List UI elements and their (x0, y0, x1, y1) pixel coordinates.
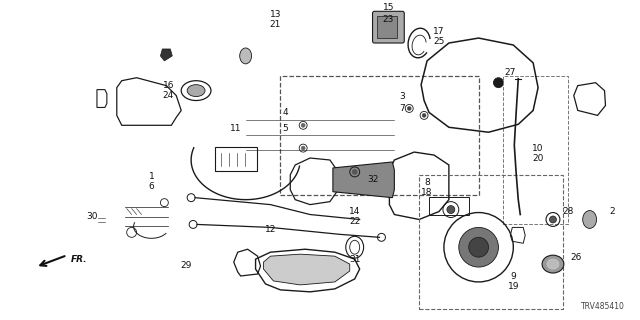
Bar (429, 197, 468, 214)
Circle shape (301, 123, 305, 127)
Text: TRV485410: TRV485410 (582, 302, 625, 311)
Text: 20: 20 (532, 154, 544, 163)
Text: 28: 28 (562, 207, 573, 216)
Text: 4: 4 (282, 108, 288, 117)
Polygon shape (333, 162, 394, 198)
Text: FR.: FR. (71, 255, 88, 264)
Text: 2: 2 (610, 207, 615, 216)
Circle shape (550, 216, 556, 223)
Text: 6: 6 (148, 182, 154, 191)
Text: 24: 24 (163, 91, 174, 100)
Text: 29: 29 (180, 260, 192, 269)
Text: 31: 31 (349, 255, 360, 264)
Bar (280, 76, 479, 195)
Text: 25: 25 (433, 36, 445, 45)
Text: 27: 27 (505, 68, 516, 77)
FancyBboxPatch shape (378, 16, 397, 38)
Text: 3: 3 (399, 92, 405, 101)
Text: 23: 23 (383, 15, 394, 24)
Text: 16: 16 (163, 81, 174, 90)
Text: 15: 15 (383, 3, 394, 12)
Text: 21: 21 (269, 20, 281, 29)
Ellipse shape (542, 255, 564, 273)
FancyBboxPatch shape (372, 11, 404, 43)
Ellipse shape (240, 48, 252, 64)
Text: 13: 13 (269, 10, 281, 19)
Text: 9: 9 (511, 272, 516, 282)
Text: 1: 1 (148, 172, 154, 181)
Circle shape (493, 78, 504, 88)
Text: 11: 11 (230, 124, 241, 133)
Polygon shape (161, 49, 172, 61)
Circle shape (447, 206, 455, 213)
Text: 5: 5 (282, 124, 288, 133)
Circle shape (422, 113, 426, 117)
Ellipse shape (547, 259, 559, 269)
Text: 22: 22 (349, 217, 360, 226)
Ellipse shape (187, 85, 205, 97)
Text: 12: 12 (265, 225, 276, 234)
Circle shape (459, 228, 499, 267)
Bar (504, 76, 568, 224)
Text: 8: 8 (424, 178, 430, 187)
Text: 26: 26 (570, 253, 582, 262)
Ellipse shape (582, 211, 596, 228)
Text: 14: 14 (349, 207, 360, 216)
Text: 30: 30 (86, 212, 98, 221)
Text: 10: 10 (532, 144, 544, 153)
Circle shape (468, 237, 488, 257)
Text: 19: 19 (508, 282, 519, 292)
Circle shape (301, 146, 305, 150)
Text: 17: 17 (433, 27, 445, 36)
Polygon shape (264, 254, 349, 285)
Circle shape (407, 107, 412, 110)
Text: 32: 32 (367, 175, 378, 184)
Bar (419, 175, 563, 309)
Circle shape (352, 169, 357, 174)
Text: 18: 18 (421, 188, 433, 197)
Text: 7: 7 (399, 104, 405, 113)
